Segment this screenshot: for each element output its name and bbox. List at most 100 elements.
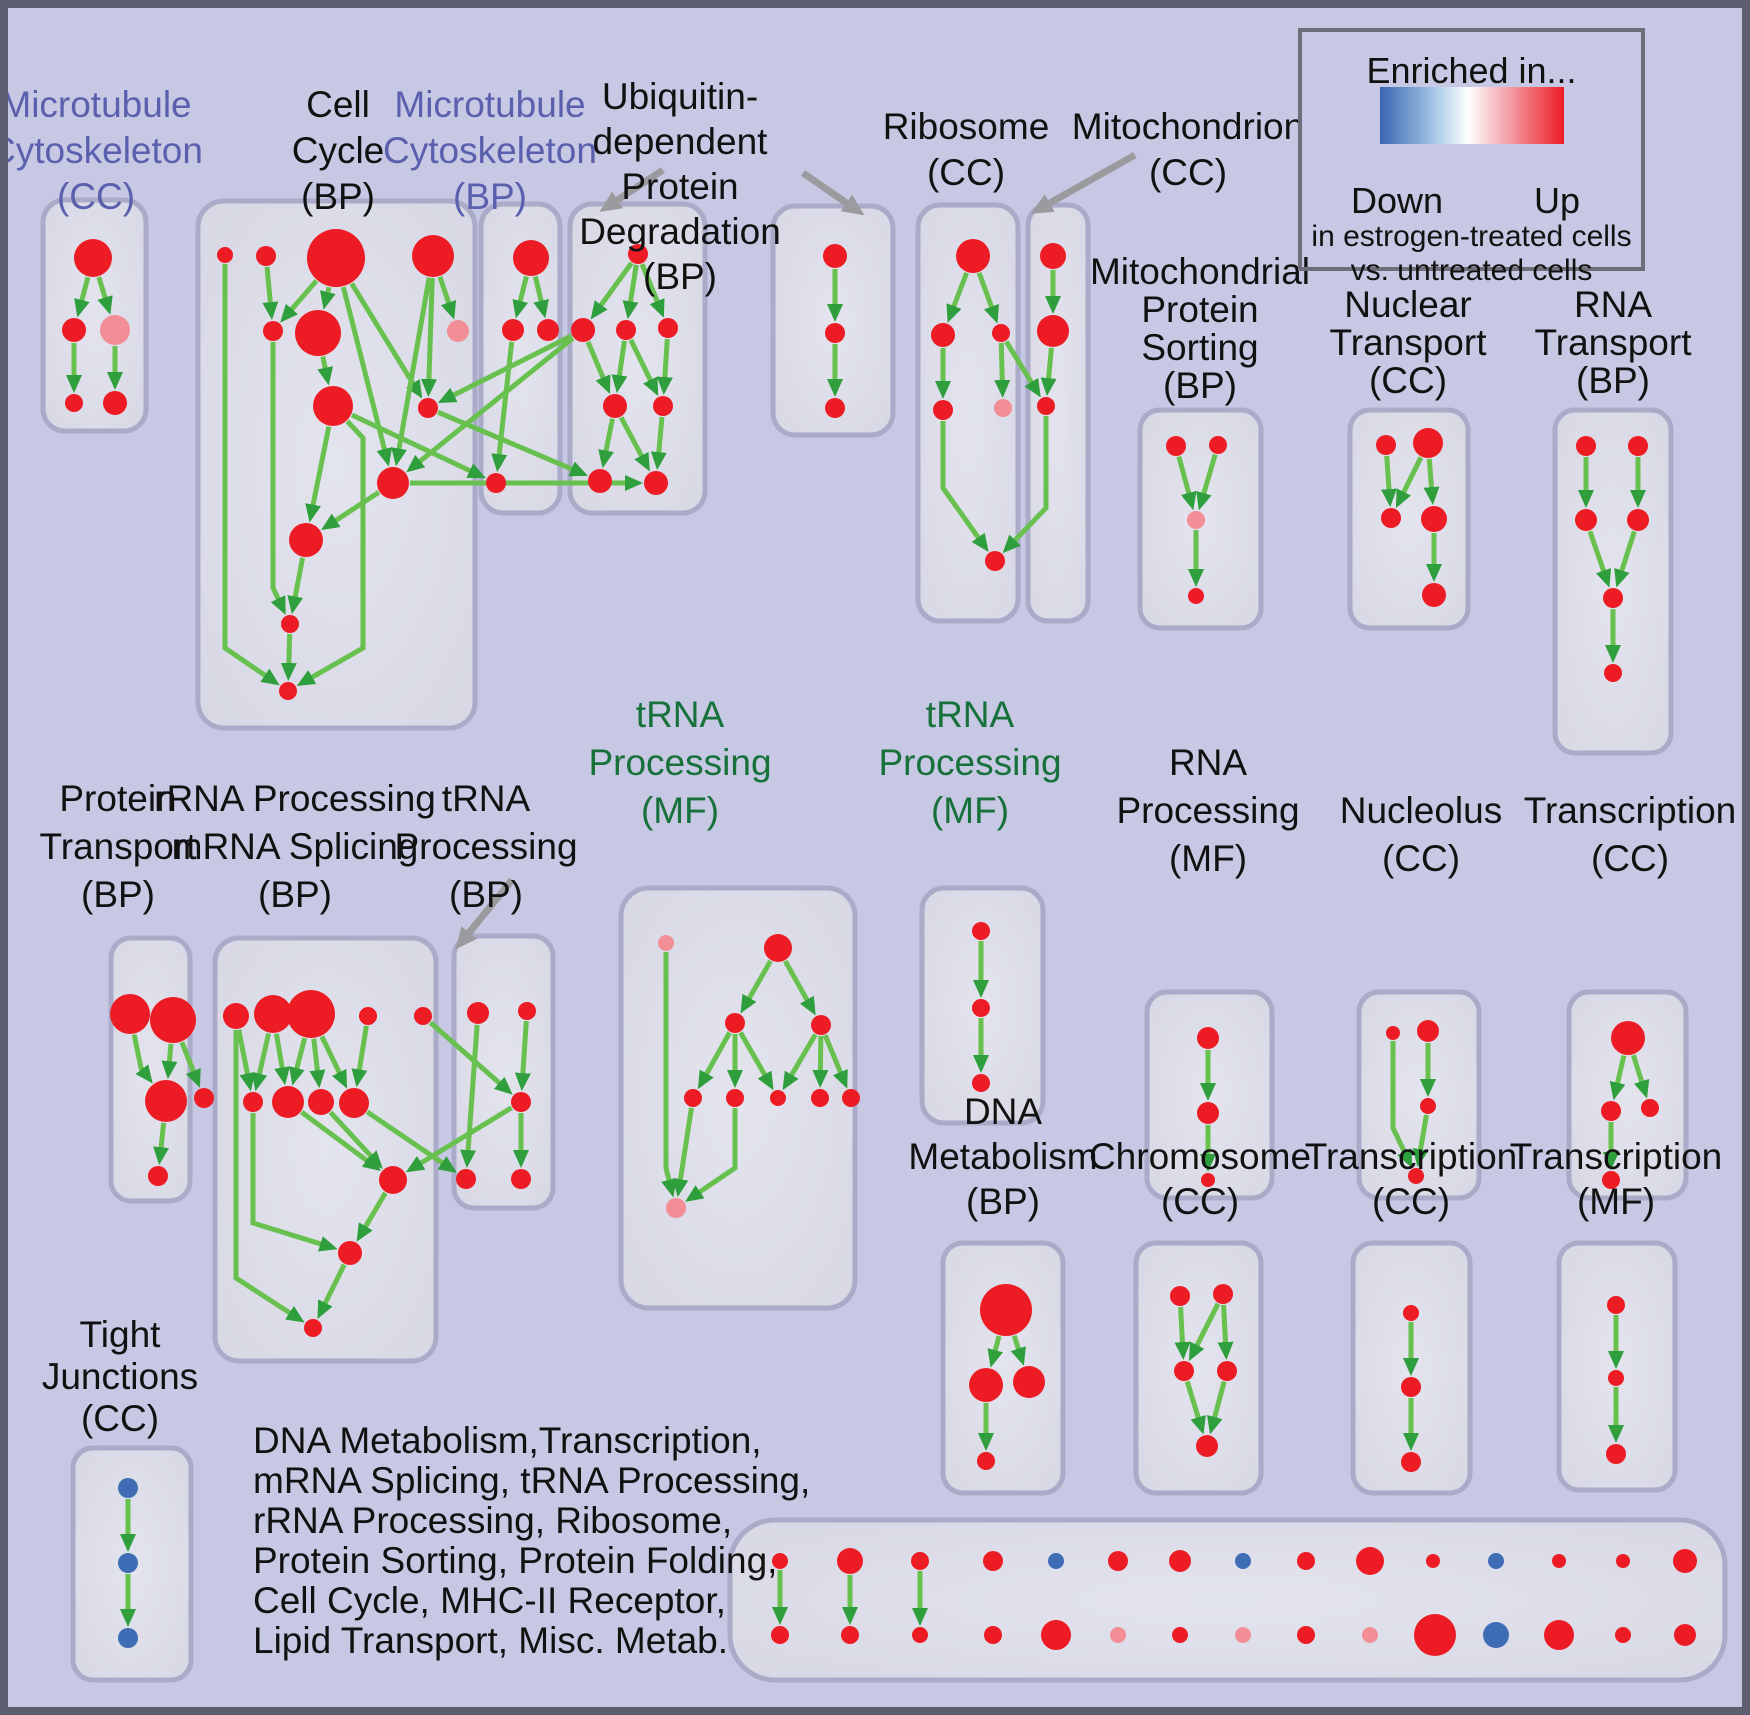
group-label-cc-line1: Cycle: [291, 130, 385, 171]
edge-arrow: [1174, 1306, 1191, 1361]
group-box-dnam: [940, 1240, 1066, 1496]
gene-node-red: [842, 1089, 860, 1107]
gene-node-red: [911, 1552, 929, 1570]
group-label-ptrans-line0: Protein: [59, 778, 177, 819]
gene-node-red: [1608, 1370, 1624, 1386]
gene-node-red: [103, 391, 127, 415]
gene-node-red: [1040, 243, 1066, 269]
edge-arrow: [618, 416, 650, 472]
gene-node-red: [1376, 435, 1396, 455]
gene-node-pink: [666, 1198, 686, 1218]
edge-arrow: [300, 1110, 381, 1172]
edge-arrow: [1002, 416, 1049, 554]
gene-node-red: [1037, 397, 1055, 415]
gene-node-red: [980, 1284, 1032, 1336]
gene-node-red: [1616, 1554, 1630, 1568]
gene-node-red: [74, 239, 112, 277]
group-label-trbp-line0: tRNA: [441, 778, 531, 819]
group-label-ntrans-line1: Transport: [1329, 322, 1487, 363]
edge-arrow: [650, 416, 667, 471]
gene-node-red: [1414, 1614, 1456, 1656]
group-label-mtcc-line2: (CC): [56, 176, 136, 217]
edge-arrow: [1614, 530, 1637, 588]
group-label-rib-line1: (CC): [926, 152, 1006, 193]
edge-arrow: [782, 1033, 818, 1091]
gene-node-red: [837, 1548, 863, 1574]
edge-arrow: [661, 952, 677, 1198]
gene-node-red: [825, 323, 845, 343]
gene-node-blue: [118, 1628, 138, 1648]
edge-arrow: [321, 490, 381, 531]
label-pointer-arrow: [455, 877, 515, 950]
group-label-rib-line0: Ribosome: [882, 106, 1050, 147]
edge-arrow: [222, 264, 280, 686]
gene-node-red: [984, 1626, 1002, 1644]
group-box-rrna: [212, 935, 439, 1364]
gene-node-red: [969, 1368, 1003, 1402]
misc-text-line-4: Cell Cycle, MHC-II Receptor,: [253, 1580, 726, 1621]
group-label-rtrans-line1: Transport: [1534, 322, 1692, 363]
gene-node-red: [279, 682, 297, 700]
edge-arrow: [512, 275, 529, 319]
group-label-rpmf-line0: RNA: [1168, 742, 1248, 783]
gene-node-red: [1174, 1361, 1194, 1381]
gene-node-red: [1213, 1284, 1233, 1304]
group-label-rpmf-line1: Processing: [1116, 790, 1300, 831]
group-label-mtbp-line2: (BP): [453, 176, 527, 217]
group-box-nucl: [1356, 989, 1482, 1201]
edge-arrow: [590, 261, 634, 320]
gene-node-red: [359, 1007, 377, 1025]
gene-node-blue: [118, 1553, 138, 1573]
group-label-trmf-line1: (MF): [1576, 1181, 1656, 1222]
gene-node-red: [1041, 1620, 1071, 1650]
legend-down-label: Down: [1350, 180, 1444, 221]
group-label-tj-line1: Junctions: [41, 1356, 199, 1397]
gene-node-red: [977, 1452, 995, 1470]
gene-node-red: [1417, 1020, 1439, 1042]
edge-arrow: [280, 633, 297, 682]
edge-arrow: [622, 264, 639, 320]
group-label-rrna-line1: mRNA Splicing: [171, 826, 419, 867]
group-label-rtrans-line0: RNA: [1573, 284, 1653, 325]
gene-node-red: [1013, 1366, 1045, 1398]
gene-node-red: [1421, 506, 1447, 532]
edge-arrow: [460, 1024, 480, 1169]
gene-node-red: [513, 240, 549, 276]
group-label-dnam-line1: Metabolism: [908, 1136, 1098, 1177]
gene-node-red: [307, 229, 365, 287]
gene-node-red: [338, 1241, 362, 1265]
network-canvas: [40, 151, 1728, 1683]
gene-node-red: [263, 321, 283, 341]
edge-arrow: [340, 286, 393, 467]
gene-node-red: [1169, 1550, 1191, 1572]
gene-node-pink: [1235, 1627, 1251, 1643]
group-label-cc-line0: Cell: [306, 84, 370, 125]
gene-node-red: [511, 1169, 531, 1189]
group-label-cc-line2: (BP): [301, 176, 375, 217]
group-label-ub1-line0: Ubiquitin-: [601, 76, 759, 117]
gene-node-red: [418, 398, 438, 418]
gene-node-red: [223, 1003, 249, 1029]
gene-node-red: [256, 246, 276, 266]
gene-node-red: [1603, 588, 1623, 608]
gene-node-red: [1607, 1296, 1625, 1314]
edge-arrow: [319, 1035, 348, 1089]
gene-node-red: [518, 1002, 536, 1020]
edge-arrow: [179, 1041, 201, 1088]
gene-node-red: [1426, 1554, 1440, 1568]
group-label-tmf2-line0: tRNA: [925, 694, 1015, 735]
legend-up-label: Up: [1533, 180, 1581, 221]
gene-node-red: [1188, 588, 1204, 604]
gene-node-blue: [1235, 1553, 1251, 1569]
gene-node-red: [1197, 1102, 1219, 1124]
group-label-trbp-line1: Processing: [394, 826, 578, 867]
edge-arrow: [611, 340, 628, 394]
edge-arrow: [437, 276, 457, 320]
group-label-ub1-line3: Degradation: [579, 211, 781, 252]
edge-arrow: [946, 271, 969, 323]
edge-arrow: [351, 1025, 369, 1088]
gene-node-red: [1297, 1626, 1315, 1644]
group-label-chrom-line1: (CC): [1160, 1181, 1240, 1222]
gene-node-red: [467, 1002, 489, 1024]
gene-node-red: [956, 239, 990, 273]
